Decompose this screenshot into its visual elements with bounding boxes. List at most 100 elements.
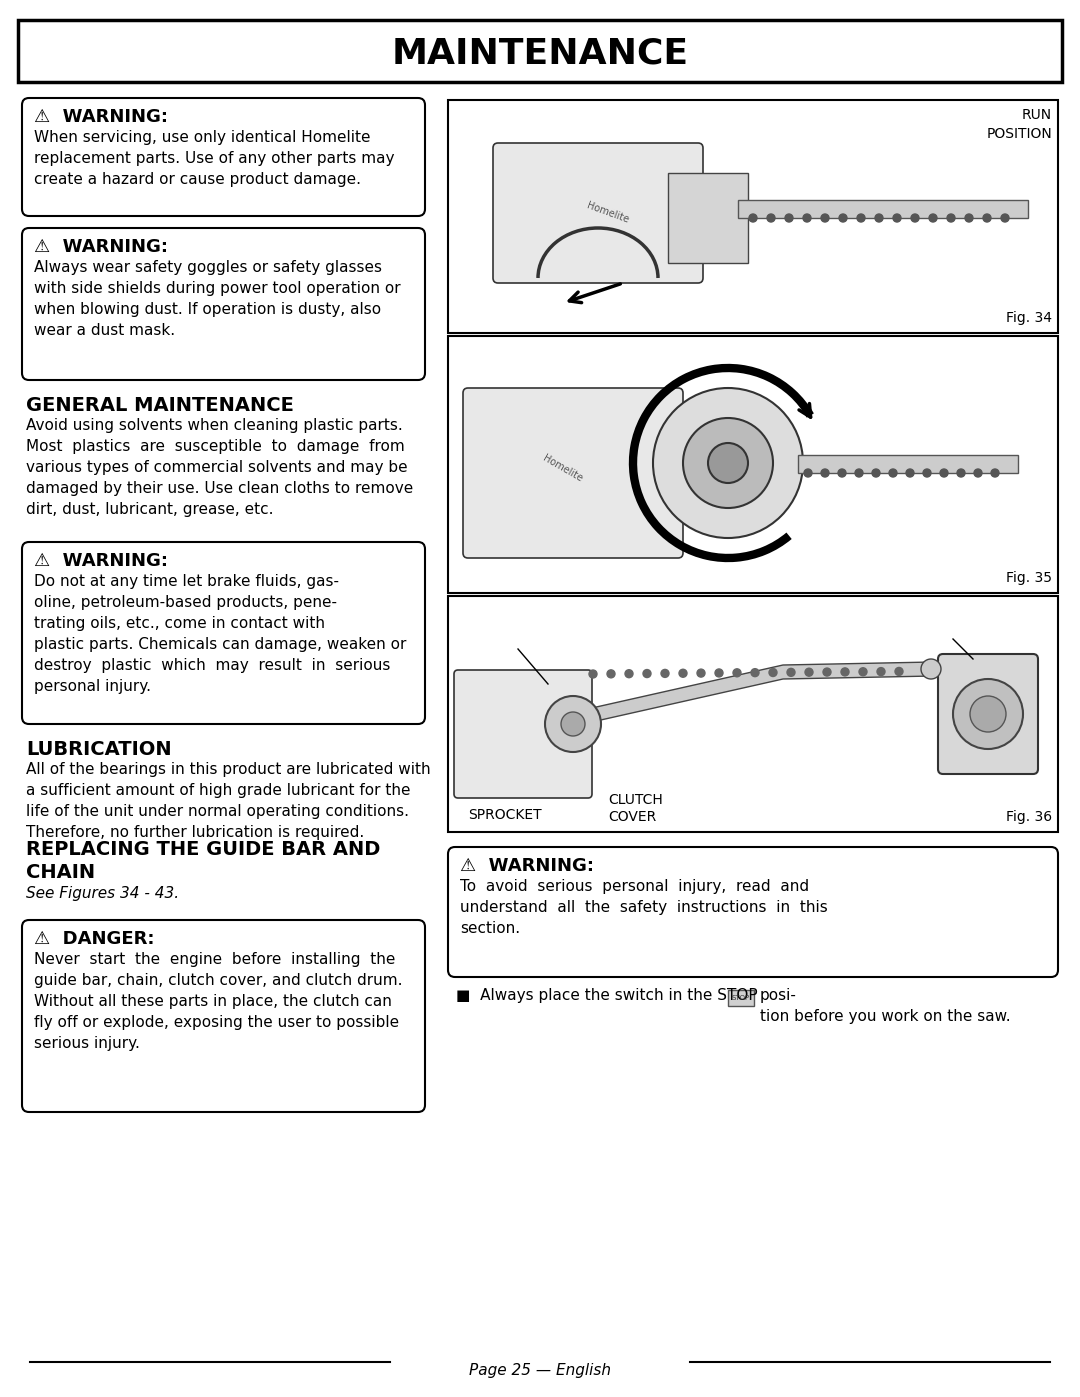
Text: Homelite: Homelite: [541, 453, 584, 483]
Circle shape: [921, 659, 941, 679]
Circle shape: [750, 214, 757, 222]
Circle shape: [940, 469, 948, 476]
Bar: [448, 597, 1058, 833]
Circle shape: [708, 443, 748, 483]
Bar: [448, 337, 1058, 592]
Text: posi-
tion before you work on the saw.: posi- tion before you work on the saw.: [760, 988, 1011, 1024]
Circle shape: [607, 669, 615, 678]
Text: Homelite: Homelite: [585, 201, 631, 225]
Circle shape: [895, 668, 903, 676]
Circle shape: [953, 679, 1023, 749]
Circle shape: [855, 469, 863, 476]
Bar: [18, 20, 1062, 82]
Text: ⚠  WARNING:: ⚠ WARNING:: [33, 108, 168, 126]
Text: RUN
POSITION: RUN POSITION: [986, 108, 1052, 141]
Text: When servicing, use only identical Homelite
replacement parts. Use of any other : When servicing, use only identical Homel…: [33, 130, 394, 187]
Circle shape: [683, 418, 773, 509]
Circle shape: [893, 214, 901, 222]
Circle shape: [653, 388, 804, 538]
FancyBboxPatch shape: [939, 654, 1038, 774]
Circle shape: [966, 214, 973, 222]
Circle shape: [923, 469, 931, 476]
Circle shape: [769, 669, 777, 676]
Circle shape: [561, 712, 585, 736]
Circle shape: [877, 668, 885, 676]
Circle shape: [697, 669, 705, 678]
FancyBboxPatch shape: [22, 228, 426, 380]
Circle shape: [751, 669, 759, 676]
Text: Fig. 36: Fig. 36: [1005, 810, 1052, 824]
Text: Never  start  the  engine  before  installing  the
guide bar, chain, clutch cove: Never start the engine before installing…: [33, 951, 403, 1051]
Circle shape: [858, 214, 865, 222]
Circle shape: [839, 214, 847, 222]
Circle shape: [821, 214, 829, 222]
FancyBboxPatch shape: [22, 542, 426, 724]
Text: Fig. 35: Fig. 35: [1005, 571, 1052, 585]
Text: Do not at any time let brake fluids, gas-
oline, petroleum-based products, pene-: Do not at any time let brake fluids, gas…: [33, 574, 406, 694]
Text: ⚠  WARNING:: ⚠ WARNING:: [33, 237, 168, 256]
Circle shape: [838, 469, 846, 476]
Circle shape: [787, 668, 795, 676]
Circle shape: [805, 668, 813, 676]
Text: GENERAL MAINTENANCE: GENERAL MAINTENANCE: [26, 395, 294, 415]
Circle shape: [872, 469, 880, 476]
Circle shape: [823, 668, 831, 676]
Text: Page 25 — English: Page 25 — English: [469, 1362, 611, 1377]
Circle shape: [804, 469, 812, 476]
Text: ⚠  WARNING:: ⚠ WARNING:: [460, 856, 594, 875]
Circle shape: [643, 669, 651, 678]
Circle shape: [785, 214, 793, 222]
Circle shape: [804, 214, 811, 222]
Circle shape: [715, 669, 723, 678]
Text: ⚠  WARNING:: ⚠ WARNING:: [33, 552, 168, 570]
Text: ⚠  DANGER:: ⚠ DANGER:: [33, 930, 154, 949]
Circle shape: [821, 469, 829, 476]
Circle shape: [970, 696, 1005, 732]
Text: Always wear safety goggles or safety glasses
with side shields during power tool: Always wear safety goggles or safety gla…: [33, 260, 401, 338]
Bar: [728, 990, 754, 1006]
Circle shape: [733, 669, 741, 676]
Polygon shape: [583, 662, 933, 724]
FancyBboxPatch shape: [492, 142, 703, 284]
Circle shape: [767, 214, 775, 222]
Circle shape: [545, 696, 600, 752]
FancyBboxPatch shape: [22, 921, 426, 1112]
Text: All of the bearings in this product are lubricated with
a sufficient amount of h: All of the bearings in this product are …: [26, 761, 431, 840]
Circle shape: [991, 469, 999, 476]
Circle shape: [983, 214, 991, 222]
Text: To  avoid  serious  personal  injury,  read  and
understand  all  the  safety  i: To avoid serious personal injury, read a…: [460, 879, 827, 936]
FancyBboxPatch shape: [22, 98, 426, 217]
Bar: [798, 455, 1018, 474]
Circle shape: [875, 214, 883, 222]
Circle shape: [625, 669, 633, 678]
FancyBboxPatch shape: [463, 388, 683, 557]
Text: See Figures 34 - 43.: See Figures 34 - 43.: [26, 886, 179, 901]
Circle shape: [841, 668, 849, 676]
Bar: [448, 101, 1058, 332]
Text: MAINTENANCE: MAINTENANCE: [391, 36, 689, 70]
FancyBboxPatch shape: [448, 847, 1058, 977]
Circle shape: [947, 214, 955, 222]
Bar: [738, 200, 1028, 218]
Circle shape: [889, 469, 897, 476]
Text: CLUTCH
COVER: CLUTCH COVER: [608, 792, 663, 824]
Text: STOP: STOP: [732, 995, 751, 1002]
Text: ■  Always place the switch in the STOP: ■ Always place the switch in the STOP: [456, 988, 758, 1003]
Circle shape: [912, 214, 919, 222]
Text: SPROCKET: SPROCKET: [468, 807, 542, 821]
Text: Fig. 34: Fig. 34: [1005, 312, 1052, 326]
Circle shape: [974, 469, 982, 476]
Circle shape: [859, 668, 867, 676]
Circle shape: [661, 669, 669, 678]
Circle shape: [589, 671, 597, 678]
Circle shape: [957, 469, 966, 476]
Circle shape: [1001, 214, 1009, 222]
Text: LUBRICATION: LUBRICATION: [26, 740, 172, 759]
Circle shape: [929, 214, 937, 222]
Circle shape: [679, 669, 687, 678]
FancyBboxPatch shape: [454, 671, 592, 798]
Text: Avoid using solvents when cleaning plastic parts.
Most  plastics  are  susceptib: Avoid using solvents when cleaning plast…: [26, 418, 414, 517]
Circle shape: [906, 469, 914, 476]
Bar: [669, 173, 748, 263]
Text: REPLACING THE GUIDE BAR AND
CHAIN: REPLACING THE GUIDE BAR AND CHAIN: [26, 840, 380, 882]
